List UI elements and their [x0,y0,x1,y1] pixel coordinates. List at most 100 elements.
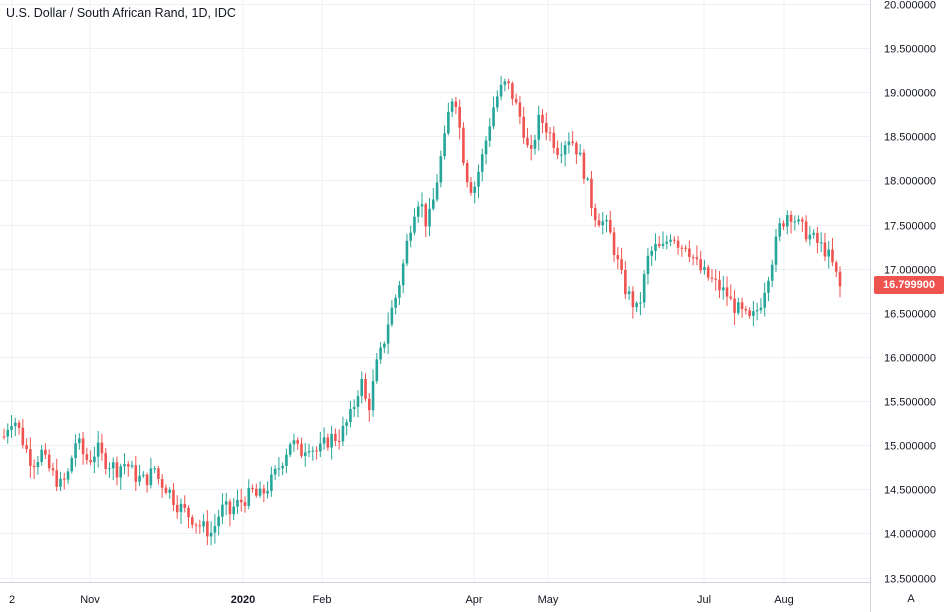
candle-body [533,139,537,149]
candle-body [706,267,710,278]
candle-body [714,278,718,280]
candle-body [552,132,556,148]
y-tick-label: 18.500000 [884,132,936,144]
candle-body [744,308,748,311]
candle-body [123,464,126,467]
candle-body [394,297,397,308]
candle-body [665,241,669,244]
candle-body [17,422,21,428]
candle-body [737,302,740,313]
candle-body [691,256,695,258]
candle-body [593,207,597,221]
candle-body [646,255,650,275]
candle-body [721,287,725,291]
candle-body [624,270,627,295]
candle-body [224,501,228,505]
candle-body [202,521,205,527]
candle-body [631,291,635,308]
candle-body [718,279,721,291]
candle-body [100,442,104,454]
candle-body [149,468,153,486]
candle-body [778,223,782,237]
candle-body [239,499,243,503]
candle-body [398,285,401,298]
candle-body [413,216,416,233]
candle-body [270,474,273,491]
candle-body [831,249,834,263]
y-tick-label: 17.000000 [884,265,936,277]
candle-body [32,465,36,468]
candle-body [748,310,751,316]
candle-body [2,436,6,438]
candle-body [40,449,43,463]
y-tick-label: 17.500000 [884,221,936,233]
candle-body [616,255,620,260]
candle-body [74,443,77,459]
candle-body [300,443,303,457]
candle-body [153,468,156,470]
candle-body [560,154,563,156]
x-tick-label: 2020 [231,594,255,606]
candle-body [145,474,149,486]
candle-body [221,504,224,517]
candle-body [454,101,458,107]
candle-body [383,343,386,348]
candle-body [190,517,194,525]
candle-body [477,171,480,187]
candle-body [360,378,364,397]
candle-body [51,468,55,471]
candle-body [319,443,322,452]
candle-body [492,107,495,127]
candle-body [447,111,450,134]
candle-body [793,221,797,223]
candle-body [484,140,488,155]
candle-body [85,454,89,460]
candle-body [575,143,578,155]
candle-body [537,114,541,140]
candle-body [669,239,672,242]
candle-body [699,259,702,271]
candle-body [499,84,503,97]
candle-body [62,478,66,480]
candle-body [673,239,676,241]
candle-body [247,487,251,506]
candle-body [816,232,819,243]
candle-body [157,468,160,480]
candle-body [108,468,111,470]
candle-body [119,466,123,478]
candle-body [473,186,477,193]
candle-body [341,425,345,442]
candle-body [236,499,239,507]
candle-body [529,145,533,149]
candle-body [733,298,736,313]
candle-body [78,438,81,444]
candle-body [232,506,236,515]
candle-body [334,433,337,441]
candle-body [567,141,571,146]
auto-scale-button[interactable]: A [907,593,915,605]
candle-body [168,489,171,493]
candle-body [827,249,831,257]
chart-title: U.S. Dollar / South African Rand, 1D, ID… [6,6,236,20]
candle-body [401,263,405,286]
x-tick-label: Apr [465,594,482,606]
candle-body [21,427,25,446]
candle-body [66,471,70,480]
candle-body [134,465,138,482]
candle-body [55,470,59,487]
candle-body [10,426,13,430]
candle-body [409,232,413,241]
candle-body [642,274,646,303]
candle-body [797,219,800,222]
candle-body [428,208,431,227]
candle-body [639,302,642,304]
candle-body [277,468,281,470]
candle-body [266,490,269,494]
candle-body [518,102,522,117]
y-tick-label: 13.500000 [884,574,936,586]
candle-body [89,459,92,463]
candle-body [352,406,356,410]
candle-body [605,220,608,222]
candle-body [650,250,654,256]
